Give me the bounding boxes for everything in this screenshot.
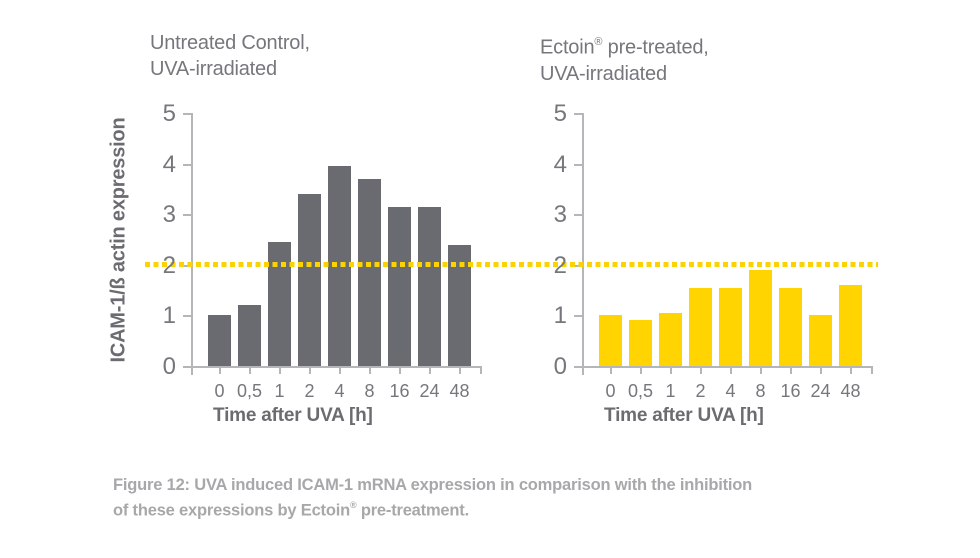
- y-tick: [574, 214, 583, 217]
- x-tick-label: 24: [810, 381, 831, 401]
- chart-title-line2: UVA-irradiated: [540, 62, 667, 85]
- x-tick: [819, 368, 822, 374]
- x-axis-line: [192, 366, 482, 368]
- x-tick: [669, 368, 672, 374]
- y-tick: [183, 315, 192, 318]
- x-tick-label: 48: [449, 381, 470, 401]
- x-tick: [218, 368, 221, 374]
- x-tick: [699, 368, 702, 374]
- caption-line2-rest: pre-treatment.: [356, 501, 469, 519]
- y-axis-label: ICAM-1/ß actin expression: [107, 117, 130, 363]
- bar: [448, 245, 471, 366]
- bar: [779, 288, 802, 366]
- y-tick-label: 2: [162, 251, 176, 279]
- x-tick-label: 16: [389, 381, 410, 401]
- x-tick: [759, 368, 762, 374]
- x-tick-label: 16: [780, 381, 801, 401]
- bar: [809, 315, 832, 366]
- x-tick: [729, 368, 732, 374]
- x-tick: [458, 368, 461, 374]
- x-tick-label: 1: [665, 381, 676, 401]
- x-tick: [609, 368, 612, 374]
- x-tick-label: 8: [364, 381, 375, 401]
- y-axis-line: [191, 113, 193, 375]
- y-tick: [574, 315, 583, 318]
- y-tick-label: 4: [162, 150, 176, 178]
- x-tick-label: 24: [419, 381, 440, 401]
- bar: [388, 207, 411, 366]
- x-tick-label: 0: [214, 381, 225, 401]
- x-axis-end-tick: [871, 368, 873, 374]
- registered-trademark-icon: ®: [594, 36, 603, 48]
- x-tick: [789, 368, 792, 374]
- y-axis-line: [582, 113, 584, 375]
- x-tick: [368, 368, 371, 374]
- x-tick-label: 1: [274, 381, 285, 401]
- x-tick-label: 4: [334, 381, 345, 401]
- bar: [298, 194, 321, 366]
- x-tick-label: 2: [695, 381, 706, 401]
- x-axis-title: Time after UVA [h]: [213, 405, 373, 426]
- x-tick: [849, 368, 852, 374]
- y-tick-label: 0: [553, 353, 567, 380]
- y-tick-label: 1: [553, 302, 567, 330]
- bar: [839, 285, 862, 366]
- bar: [599, 315, 622, 366]
- x-tick-label: 0,5: [236, 381, 263, 401]
- figure-caption: Figure 12: UVA induced ICAM-1 mRNA expre…: [113, 475, 913, 521]
- x-axis-line: [583, 366, 873, 368]
- registered-trademark-icon: ®: [350, 499, 357, 510]
- y-tick: [183, 366, 192, 368]
- y-tick-label: 3: [553, 201, 567, 229]
- bar: [719, 288, 742, 366]
- bar: [418, 207, 441, 366]
- x-tick-label: 4: [725, 381, 736, 401]
- x-tick: [308, 368, 311, 374]
- y-tick-label: 4: [553, 150, 567, 178]
- x-tick: [398, 368, 401, 374]
- x-tick-label: 2: [304, 381, 315, 401]
- y-tick: [574, 163, 583, 166]
- caption-line2: of these expressions by Ectoin: [113, 501, 350, 519]
- caption-line1: Figure 12: UVA induced ICAM-1 mRNA expre…: [113, 476, 753, 494]
- x-tick: [639, 368, 642, 374]
- y-tick-label: 2: [553, 251, 567, 279]
- reference-line: [145, 261, 878, 267]
- y-tick: [574, 366, 583, 368]
- x-tick: [428, 368, 431, 374]
- x-tick-label: 48: [840, 381, 861, 401]
- y-tick-label: 5: [553, 100, 567, 127]
- bar: [629, 320, 652, 366]
- y-tick: [574, 113, 583, 115]
- y-tick: [183, 163, 192, 166]
- bar: [208, 315, 231, 366]
- bar: [659, 313, 682, 366]
- x-tick: [278, 368, 281, 374]
- chart-title-line2: UVA-irradiated: [150, 58, 277, 80]
- bar: [749, 270, 772, 366]
- chart-title-brand: Ectoin: [540, 36, 595, 59]
- bar: [689, 288, 712, 366]
- bar: [268, 242, 291, 366]
- x-tick: [248, 368, 251, 374]
- y-tick-label: 3: [162, 201, 176, 229]
- bar: [358, 179, 381, 366]
- x-tick: [338, 368, 341, 374]
- y-tick-label: 1: [162, 302, 176, 330]
- y-tick: [183, 214, 192, 217]
- chart-title-line1-rest: pre-treated,: [602, 36, 709, 59]
- x-tick-label: 8: [755, 381, 766, 401]
- x-tick-label: 0,5: [627, 381, 654, 401]
- chart-title-untreated: Untreated Control, UVA-irradiated: [150, 30, 310, 82]
- chart-title-ectoin: Ectoin® pre-treated, UVA-irradiated: [540, 30, 709, 87]
- y-tick: [183, 113, 192, 115]
- bar: [238, 305, 261, 366]
- y-tick-label: 0: [162, 353, 176, 380]
- x-axis-end-tick: [480, 368, 482, 374]
- chart-title-line1: Untreated Control,: [150, 32, 310, 54]
- y-tick-label: 5: [162, 100, 176, 127]
- x-axis-title: Time after UVA [h]: [604, 405, 764, 426]
- x-tick-label: 0: [605, 381, 616, 401]
